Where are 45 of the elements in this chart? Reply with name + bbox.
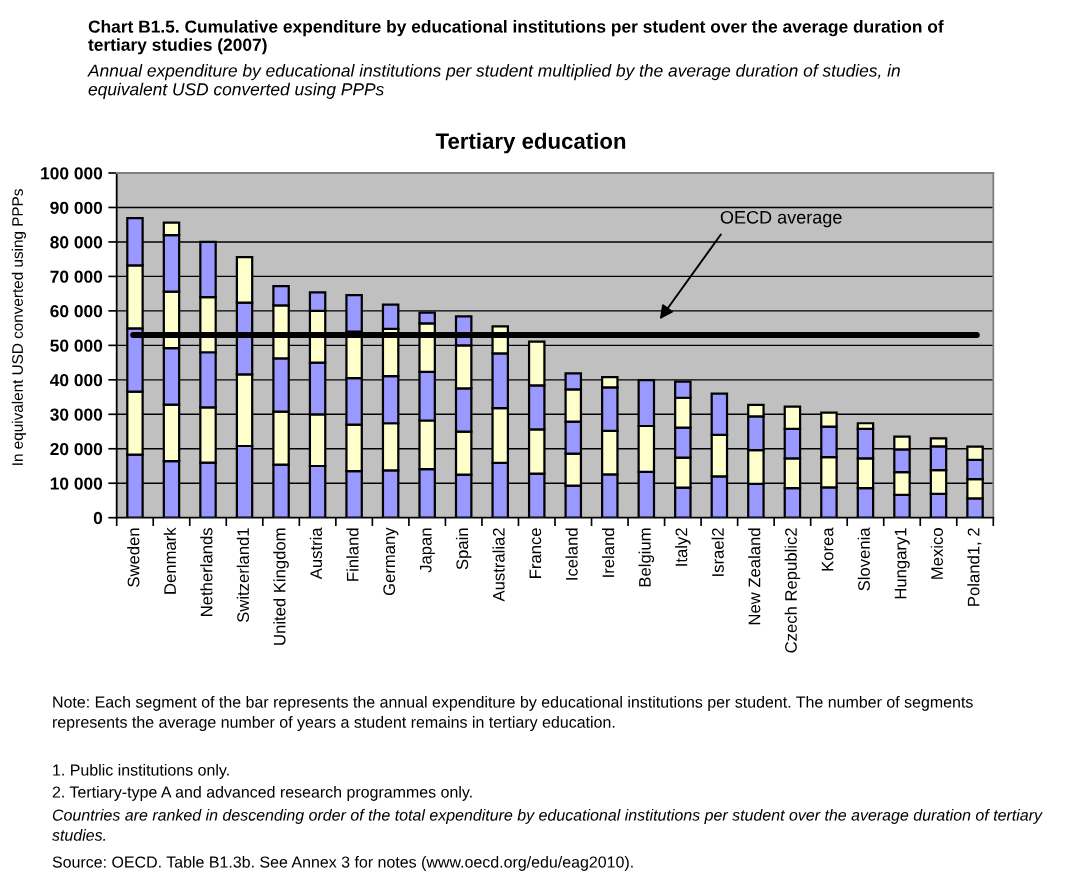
x-tick-label: Ireland — [602, 528, 615, 577]
source-note: Source: OECD. Table B1.3b. See Annex 3 for notes (www.oecd.org/edu/eag2010). — [52, 856, 633, 871]
text: Note: Each segment of the bar represents the annual expenditure by educational institutions per student. The number of segments represents the average number of years a student remains in tertiary education. — [53, 696, 973, 731]
x-tick-label: Hungary1 — [894, 528, 910, 599]
x-tick-label: Switzerland1 — [236, 528, 250, 623]
chart-subtitle: Annual expenditure by educational institutions per student multiplied by the average duration of studies, in equivalent USD converted using PPPs — [87, 64, 900, 99]
y-tick-label: 50 000 — [50, 339, 103, 352]
y-tick-label: 40 000 — [49, 373, 103, 387]
x-tick-label: United Kingdom — [273, 528, 289, 645]
x-tick-label: Iceland — [565, 528, 578, 580]
y-tick-label: 90 000 — [50, 201, 103, 214]
y-tick-label: 30 000 — [50, 408, 103, 421]
y-tick-label: 60 000 — [50, 305, 103, 318]
x-tick-label: Germany — [383, 527, 399, 596]
y-tick-label: 20 000 — [50, 442, 103, 456]
x-tick-label: Italy2 — [675, 528, 691, 566]
x-tick-label: Australia2 — [492, 528, 505, 602]
y-tick-label: 0 — [93, 511, 103, 525]
x-tick-label: Sweden — [127, 528, 140, 587]
x-tick-label: Denmark — [163, 527, 176, 594]
x-tick-label: Spain — [455, 528, 472, 570]
x-tick-label: Mexico — [930, 528, 943, 579]
text: Countries are ranked in descending order of the total expenditure by educational institutions per student over the average duration of tertiary studies. — [52, 809, 1043, 841]
x-tick-label: Japan — [420, 528, 435, 573]
x-tick-label: Belgium — [638, 528, 655, 587]
x-tick-label: Czech Republic2 — [784, 528, 801, 653]
y-axis-title: In equivalent USD converted using PPPs — [11, 189, 26, 465]
y-tick-label: 70 000 — [50, 270, 103, 283]
text: Tertiary education — [435, 132, 626, 154]
x-tick-label: Poland1, 2 — [967, 528, 982, 606]
chart-title: Chart B1.5. Cumulative expenditure by educational institutions per student over the average duration of tertiary studies (2007) — [88, 20, 944, 55]
x-tick-label: Austria — [309, 527, 323, 580]
ref-line-label: OECD average — [720, 210, 842, 228]
x-tick-label: Israel2 — [711, 528, 724, 576]
x-tick-label: Korea — [821, 527, 834, 571]
y-tick-label: 10 000 — [50, 477, 103, 490]
x-tick-label: France — [529, 528, 542, 578]
text: 2. Tertiary-type A and advanced research programmes only. — [52, 786, 472, 801]
x-tick-label: New Zealand — [748, 528, 761, 625]
text: 1. Public institutions only. — [53, 764, 229, 779]
x-tick-label: Slovenia — [857, 527, 870, 591]
y-tick-label: 100 000 — [41, 167, 103, 180]
y-tick-label: 80 000 — [50, 236, 103, 249]
x-tick-label: Finland — [346, 528, 359, 581]
x-tick-label: Netherlands — [200, 528, 213, 616]
